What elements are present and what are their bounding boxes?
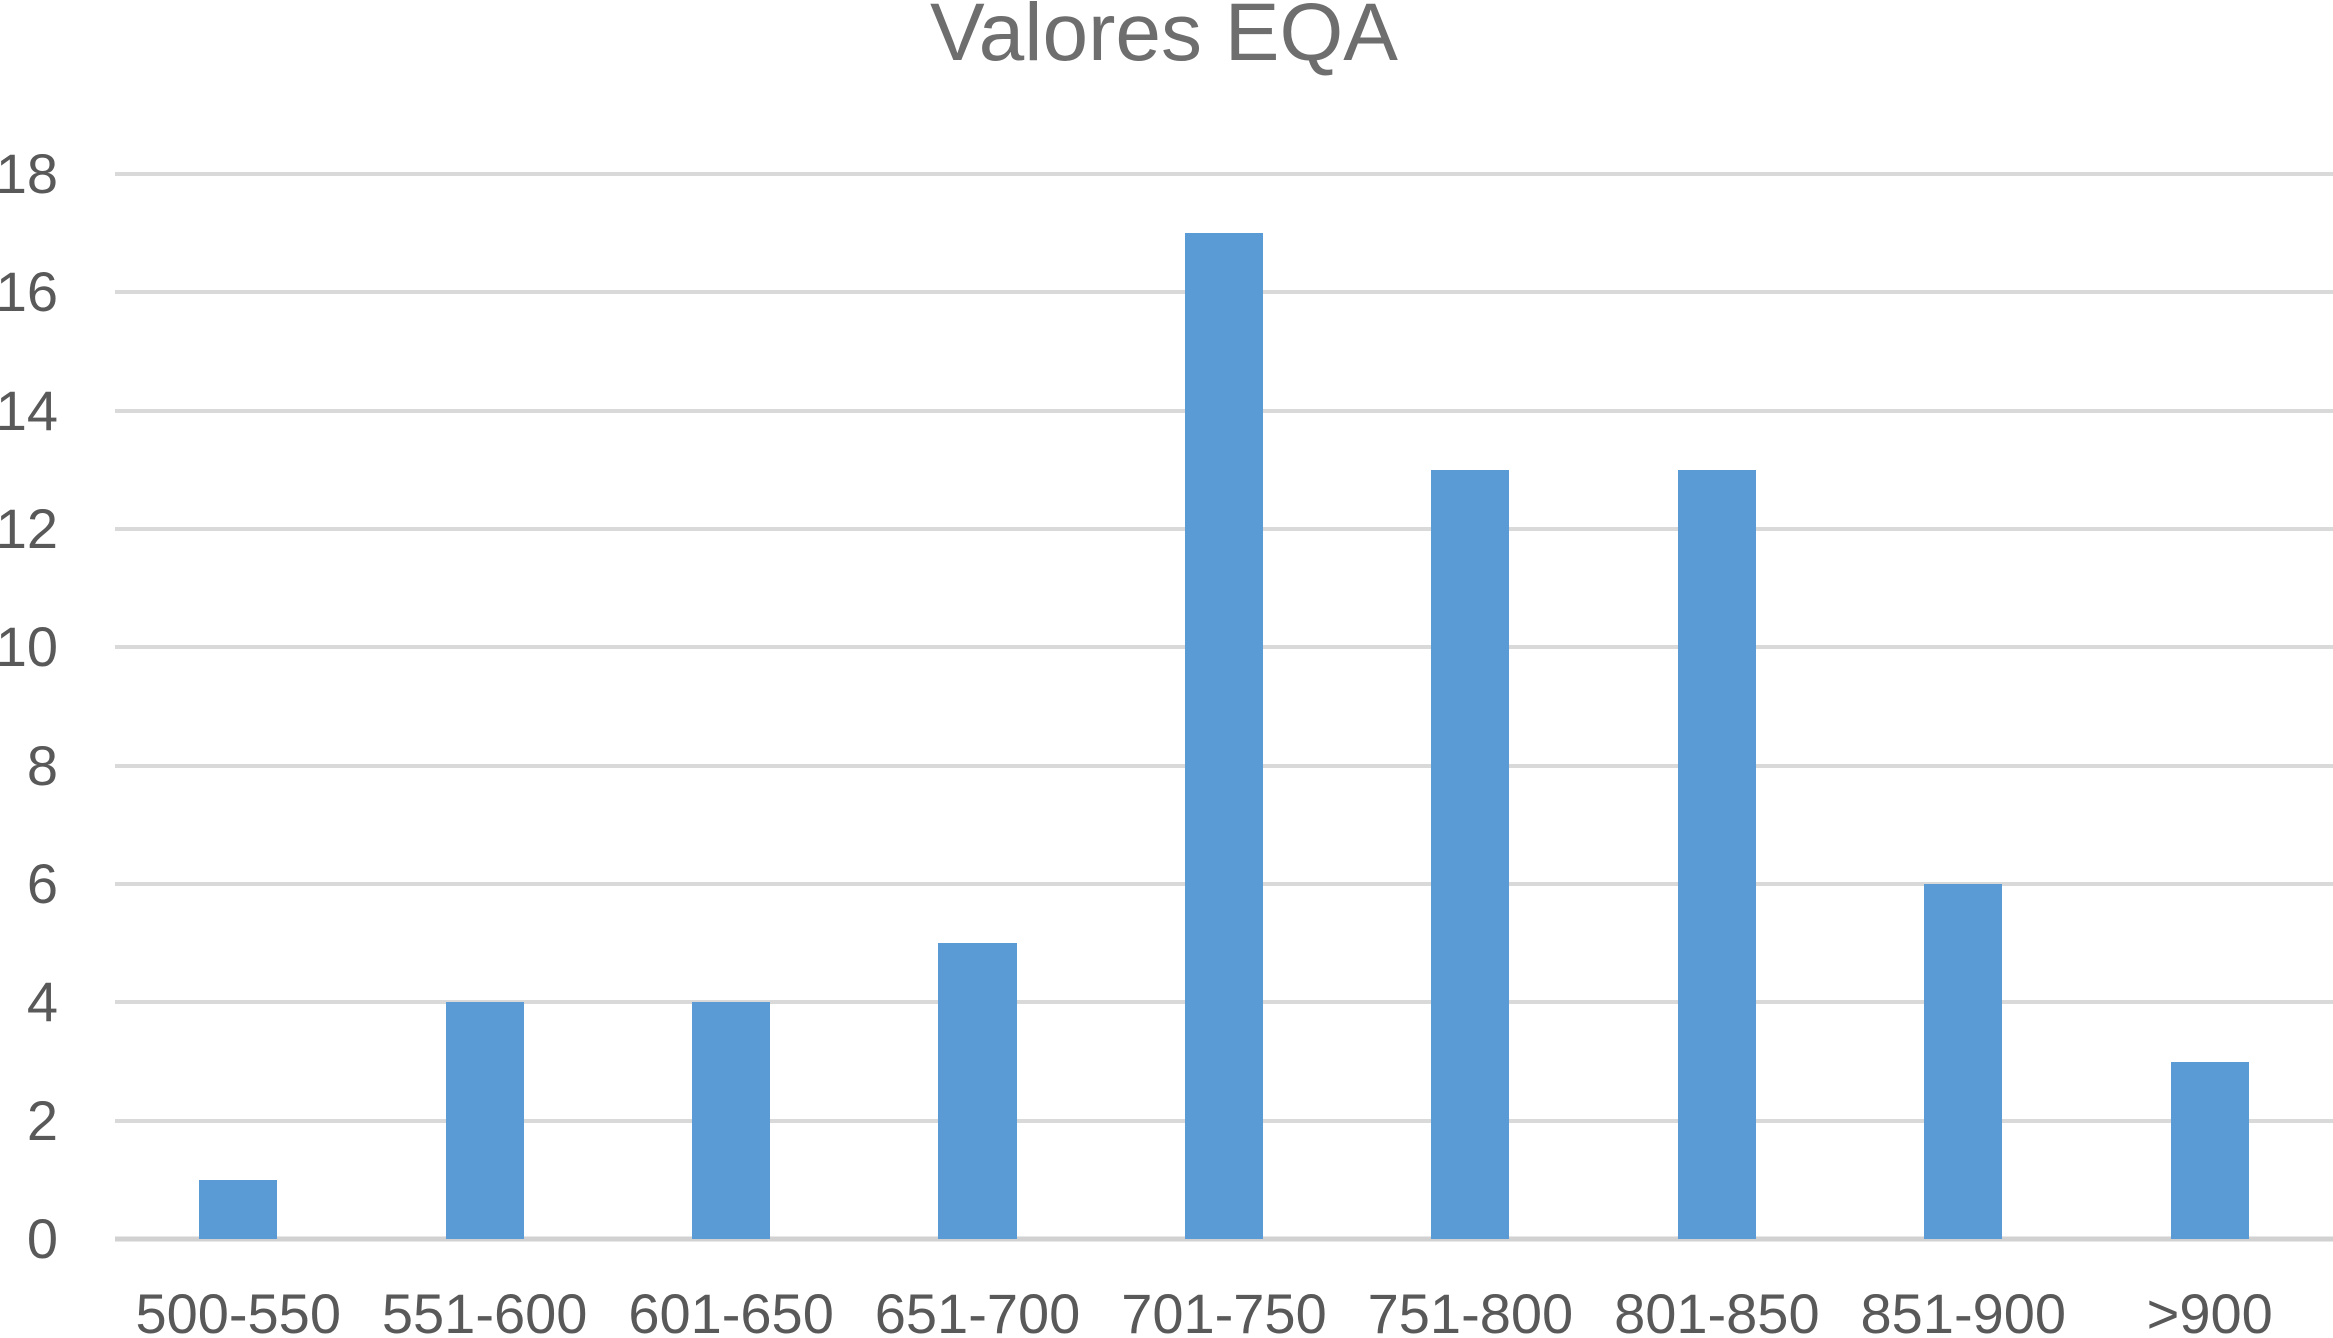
y-axis-tick-label: 16 (0, 260, 58, 324)
bar (1184, 233, 1264, 1239)
x-axis-tick-label: 500-550 (135, 1282, 341, 1338)
y-axis: 0 2 4 6 8 10 12 14 16 18 (0, 146, 58, 1267)
bar (199, 1179, 278, 1239)
bar-slot (1347, 174, 1593, 1239)
bar (2170, 1061, 2249, 1239)
bar-slot (1840, 174, 2086, 1239)
y-axis-tick-label: 14 (0, 378, 58, 442)
y-axis-tick-label: 18 (0, 142, 58, 205)
y-axis-tick-label: 4 (26, 970, 58, 1034)
x-axis-tick-label: 751-800 (1367, 1282, 1574, 1338)
x-axis-tick-label: 801-850 (1614, 1282, 1820, 1338)
bar-slot (2087, 174, 2333, 1239)
plot-area (115, 172, 2333, 1242)
y-axis-tick-label: 10 (0, 615, 58, 679)
chart-title: Valores EQA (930, 0, 1398, 78)
bar (692, 1002, 771, 1239)
bar (1431, 469, 1510, 1239)
bar-slot (854, 174, 1100, 1239)
bar (445, 1002, 524, 1239)
y-axis-tick-label: 0 (26, 1207, 58, 1270)
y-axis-tick-label: 8 (26, 733, 58, 797)
x-axis: 500-550 551-600 601-650 651-700 701-750 751-8… (115, 1286, 2333, 1338)
gridline (115, 172, 2333, 176)
bar (938, 943, 1017, 1239)
x-axis-tick-label: 551-600 (381, 1282, 588, 1338)
bar-slot (1594, 174, 1840, 1239)
x-axis-tick-label: 851-900 (1860, 1282, 2067, 1338)
y-axis-tick-label: 12 (0, 497, 58, 560)
bar-series (115, 174, 2333, 1239)
x-axis-tick-label: 651-700 (874, 1282, 1081, 1338)
bar-slot (115, 174, 361, 1239)
x-axis-tick-label: 701-750 (1121, 1282, 1327, 1338)
x-axis-tick-label: >900 (2146, 1282, 2273, 1338)
y-axis-tick-label: 6 (26, 852, 58, 915)
bar-slot (608, 174, 854, 1239)
bar (1924, 884, 2003, 1239)
x-axis-tick-label: 601-650 (628, 1282, 834, 1338)
bar-slot (361, 174, 607, 1239)
bar-slot (1101, 174, 1347, 1239)
bar (1677, 469, 1756, 1239)
y-axis-tick-label: 2 (26, 1088, 58, 1152)
x-axis-line (115, 1236, 2333, 1242)
